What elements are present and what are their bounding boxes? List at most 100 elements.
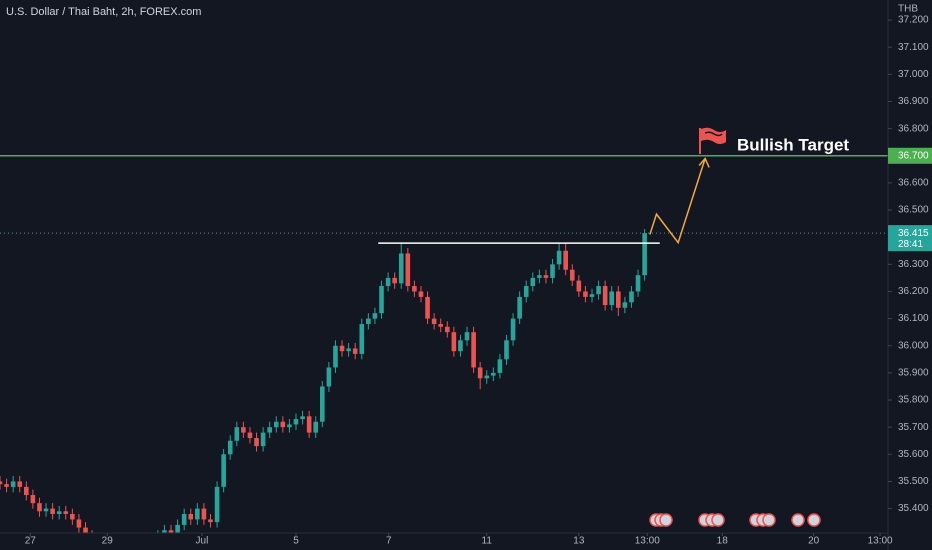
candle-body: [569, 269, 575, 281]
flag-icon: [699, 127, 726, 154]
candle-body: [517, 296, 522, 319]
y-tick-label: 36.900: [898, 96, 929, 107]
candle-body: [352, 348, 358, 354]
x-tick-label: 7: [386, 536, 392, 547]
candle-body: [195, 508, 200, 520]
candle-body: [273, 421, 279, 428]
candle-body: [24, 486, 29, 496]
x-tick-label: Jul: [196, 536, 209, 547]
candle-body: [589, 294, 595, 297]
candle-body: [346, 348, 351, 352]
candle-body: [431, 318, 437, 325]
candle-body: [37, 503, 42, 512]
countdown-label: 28:41: [898, 239, 923, 250]
y-tick-label: 36.500: [898, 205, 929, 216]
candle-body: [583, 291, 588, 297]
x-tick-label: 29: [102, 536, 114, 547]
candle-body: [208, 519, 213, 523]
y-tick-label: 37.200: [898, 15, 929, 26]
projection-arrowhead: [698, 157, 710, 168]
y-tick-label: 36.100: [898, 313, 929, 324]
candle-body: [372, 313, 378, 319]
y-tick-label: 36.300: [898, 259, 929, 270]
target-badge: [888, 147, 932, 164]
y-unit: THB: [898, 4, 918, 15]
x-tick-label: 18: [717, 536, 729, 547]
candle-body: [10, 481, 16, 487]
candle-body: [359, 324, 365, 354]
candle-body: [405, 253, 411, 287]
current-price-badge: [888, 225, 932, 252]
event-icons: [649, 513, 821, 527]
candle-body: [76, 519, 82, 528]
y-tick-label: 35.800: [898, 395, 929, 406]
y-tick-label: 35.400: [898, 503, 929, 514]
candle-body: [267, 427, 272, 433]
candle-body: [30, 495, 36, 504]
y-tick-label: 35.500: [898, 476, 929, 487]
candle-body: [537, 275, 542, 278]
y-tick-label: 35.900: [898, 368, 929, 379]
candle-body: [175, 524, 180, 533]
candle-body: [471, 332, 476, 368]
candle-body: [635, 275, 641, 292]
x-tick-label: 13:00: [868, 536, 893, 547]
x-tick-label: 11: [482, 536, 493, 547]
candle-body: [83, 527, 88, 533]
candle-body: [333, 345, 338, 368]
candle-body: [234, 427, 240, 441]
candle-body: [418, 291, 424, 297]
candle-body: [70, 514, 75, 520]
candle-body: [477, 367, 483, 379]
candle-body: [543, 275, 549, 278]
candle-body: [247, 432, 253, 439]
candle-body: [280, 421, 286, 428]
candle-body: [451, 332, 457, 352]
candle-body: [366, 318, 371, 325]
candle-body: [0, 481, 3, 485]
candle-body: [576, 280, 582, 292]
candle-body: [260, 432, 266, 447]
y-tick-label: 35.700: [898, 422, 929, 433]
candle-body: [497, 359, 503, 373]
candle-body: [464, 332, 470, 341]
candle-body: [293, 419, 299, 425]
candle-body: [254, 438, 259, 447]
candle-body: [168, 530, 174, 533]
candle-body: [622, 302, 628, 308]
candle-body: [523, 286, 529, 297]
y-tick-label: 36.200: [898, 286, 929, 297]
annotation: Bullish Target: [737, 135, 849, 154]
candle-body: [458, 340, 463, 352]
projection-path: [649, 158, 706, 245]
candle-body: [4, 484, 9, 487]
candle-body: [556, 250, 562, 265]
candle-body: [339, 345, 345, 352]
candle-body: [530, 277, 536, 287]
candle-body: [609, 291, 615, 306]
candle-body: [162, 530, 167, 533]
candle-body: [438, 324, 444, 327]
candle-body: [300, 416, 305, 420]
candle-body: [221, 454, 226, 487]
x-tick-label: 27: [25, 536, 37, 547]
candle-body: [398, 253, 404, 284]
candle-body: [214, 486, 220, 523]
candle-body: [43, 508, 49, 512]
candle-body: [491, 372, 496, 376]
candle-body: [444, 326, 450, 333]
candle-body: [17, 481, 23, 487]
x-tick-label: 20: [808, 536, 820, 547]
candle-body: [241, 427, 246, 433]
candle-body: [63, 511, 69, 515]
plot-area: [0, 155, 888, 533]
candle-body: [392, 277, 397, 284]
x-tick-label: 13:00: [635, 536, 660, 547]
candle-body: [385, 277, 391, 287]
candle-body: [563, 250, 568, 270]
y-tick-label: 36.000: [898, 340, 929, 351]
candle-body: [181, 514, 187, 525]
candle-body: [484, 375, 490, 379]
